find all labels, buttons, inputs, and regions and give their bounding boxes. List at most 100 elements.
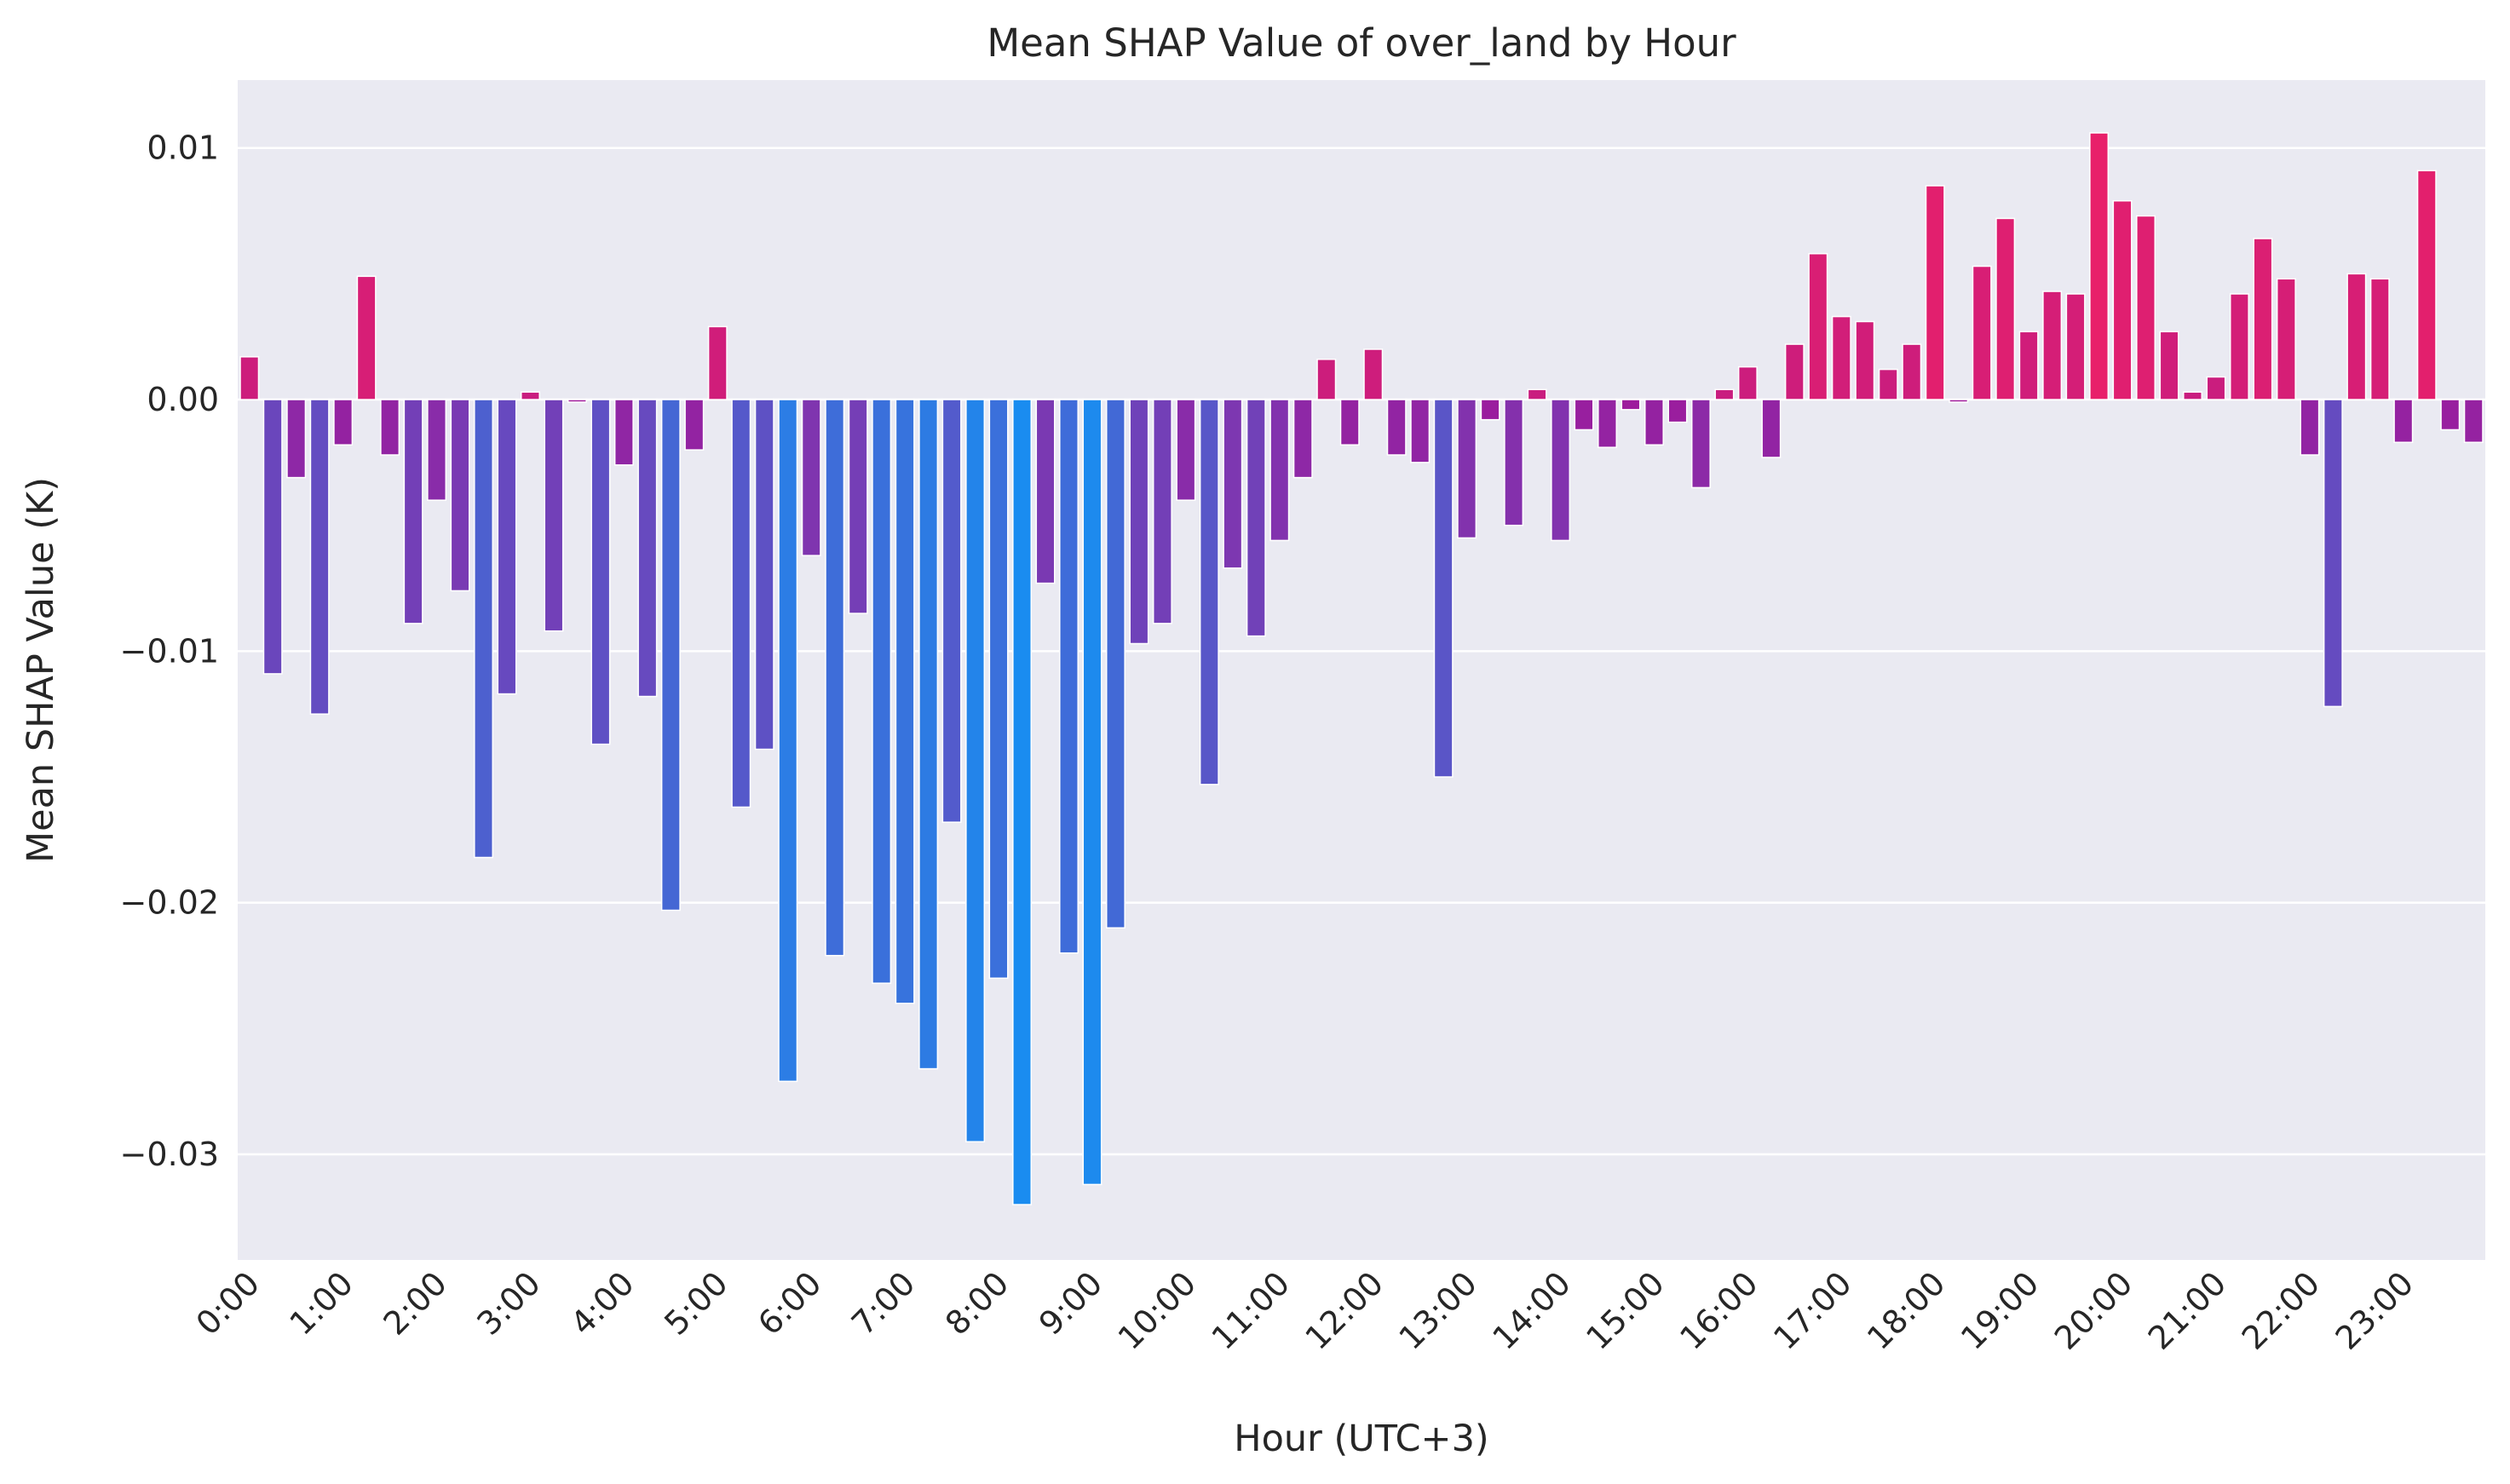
x-tick-label: 20:00 bbox=[2047, 1264, 2140, 1357]
bar bbox=[731, 399, 751, 808]
bar bbox=[707, 325, 728, 400]
bar bbox=[848, 399, 868, 614]
bar bbox=[895, 399, 915, 1004]
bar bbox=[309, 399, 330, 715]
bar bbox=[2206, 376, 2226, 400]
x-tick-label: 2:00 bbox=[376, 1264, 453, 1342]
bar bbox=[1855, 320, 1875, 400]
bar bbox=[1714, 388, 1735, 400]
x-tick-label: 14:00 bbox=[1485, 1264, 1578, 1357]
x-tick-label: 11:00 bbox=[1205, 1264, 1298, 1357]
bar bbox=[778, 399, 798, 1083]
bar bbox=[1059, 399, 1079, 954]
y-tick-label: −0.02 bbox=[120, 884, 219, 922]
bar bbox=[1082, 399, 1102, 1186]
bar bbox=[380, 399, 400, 456]
bar bbox=[2440, 399, 2461, 431]
bar bbox=[1644, 399, 1664, 446]
x-tick-label: 12:00 bbox=[1298, 1264, 1391, 1357]
chart-title: Mean SHAP Value of over_land by Hour bbox=[987, 20, 1736, 66]
bar bbox=[2065, 293, 2086, 400]
bar bbox=[1152, 399, 1172, 624]
x-tick-label: 9:00 bbox=[1032, 1264, 1109, 1342]
bar bbox=[1035, 399, 1056, 584]
bar bbox=[2183, 391, 2202, 400]
x-tick-label: 1:00 bbox=[283, 1264, 360, 1342]
bar bbox=[1433, 399, 1454, 778]
bar bbox=[801, 399, 821, 556]
bar bbox=[613, 399, 634, 466]
y-axis-label: Mean SHAP Value (K) bbox=[20, 477, 62, 863]
bar bbox=[1690, 399, 1711, 489]
bar bbox=[1012, 399, 1033, 1205]
bar bbox=[637, 399, 658, 698]
bar bbox=[1995, 217, 2016, 400]
bar bbox=[1457, 399, 1477, 539]
bar bbox=[286, 399, 307, 479]
x-tick-label: 23:00 bbox=[2329, 1264, 2421, 1357]
x-tick-label: 18:00 bbox=[1860, 1264, 1953, 1357]
bar bbox=[1106, 399, 1125, 929]
bar bbox=[1480, 399, 1500, 421]
bar bbox=[1878, 368, 1898, 400]
bar bbox=[2369, 278, 2390, 400]
bar bbox=[1574, 399, 1594, 431]
bar bbox=[1292, 399, 1313, 479]
bar bbox=[2346, 273, 2367, 400]
bar bbox=[333, 399, 354, 446]
bar bbox=[1176, 399, 1196, 501]
bar bbox=[1925, 185, 1945, 400]
x-tick-label: 0:00 bbox=[189, 1264, 267, 1342]
bar bbox=[2253, 238, 2273, 400]
bar bbox=[2300, 399, 2320, 456]
bar bbox=[1410, 399, 1431, 463]
y-tick-label: 0.00 bbox=[147, 381, 219, 418]
bar bbox=[1316, 359, 1337, 400]
bar bbox=[1504, 399, 1524, 526]
x-tick-label: 15:00 bbox=[1579, 1264, 1672, 1357]
bar bbox=[1386, 399, 1407, 456]
x-tick-label: 19:00 bbox=[1954, 1264, 2047, 1357]
plot-background bbox=[238, 80, 2485, 1260]
bar bbox=[1621, 399, 1641, 411]
bar bbox=[965, 399, 986, 1142]
bar bbox=[1667, 399, 1688, 423]
bar bbox=[262, 399, 283, 675]
bar bbox=[684, 399, 705, 451]
x-tick-label: 16:00 bbox=[1672, 1264, 1765, 1357]
bar bbox=[1831, 315, 1851, 400]
bar bbox=[1737, 365, 1758, 400]
gridlines bbox=[238, 147, 2485, 1156]
bar bbox=[1223, 399, 1243, 569]
bar bbox=[1972, 265, 1992, 400]
bar bbox=[2089, 132, 2110, 400]
bar bbox=[1129, 399, 1149, 645]
bar bbox=[2018, 331, 2039, 400]
bar bbox=[427, 399, 447, 501]
bar bbox=[450, 399, 470, 592]
bar bbox=[1761, 399, 1782, 458]
bar bbox=[1598, 399, 1617, 448]
bar bbox=[2112, 199, 2133, 400]
bars bbox=[239, 132, 2484, 1205]
y-tick-label: 0.01 bbox=[147, 129, 219, 167]
bar bbox=[403, 399, 423, 624]
bar bbox=[2416, 170, 2437, 400]
bar bbox=[567, 399, 587, 403]
bar bbox=[918, 399, 939, 1070]
bar bbox=[239, 356, 260, 400]
x-tick-label: 8:00 bbox=[938, 1264, 1016, 1342]
bar bbox=[2276, 278, 2296, 400]
bar bbox=[2393, 399, 2414, 443]
bar bbox=[1784, 343, 1805, 400]
bar bbox=[941, 399, 962, 823]
bar bbox=[2042, 290, 2063, 400]
bar bbox=[2230, 293, 2249, 400]
y-tick-label: −0.01 bbox=[120, 632, 219, 670]
x-tick-label: 21:00 bbox=[2141, 1264, 2234, 1357]
bar bbox=[590, 399, 611, 745]
bar bbox=[1527, 388, 1547, 400]
bar bbox=[474, 399, 493, 859]
x-tick-label: 3:00 bbox=[469, 1264, 547, 1342]
